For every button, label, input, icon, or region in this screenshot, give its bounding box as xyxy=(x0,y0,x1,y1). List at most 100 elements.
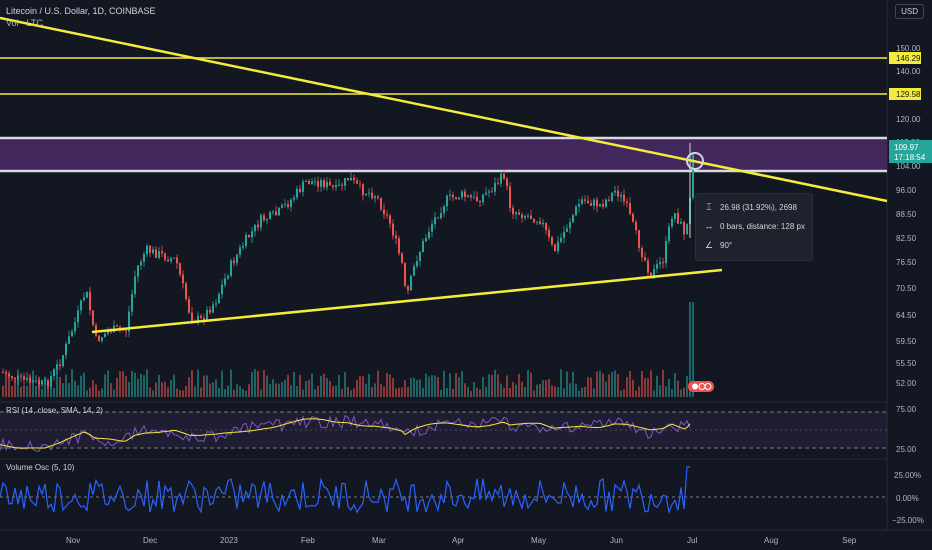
candle-body xyxy=(428,231,430,239)
volume-bar xyxy=(98,390,100,397)
volume-bar xyxy=(113,389,115,397)
candle-body xyxy=(632,213,634,222)
candle-body xyxy=(203,317,205,321)
volume-bar xyxy=(596,371,598,397)
candle-body xyxy=(314,181,316,183)
volume-bar xyxy=(116,377,118,397)
price-tick: 55.50 xyxy=(896,359,917,368)
time-tick: Dec xyxy=(143,536,157,545)
candle-body xyxy=(437,217,439,219)
candle-body xyxy=(491,191,493,193)
volume-bar xyxy=(626,377,628,397)
volume-bar xyxy=(110,383,112,397)
candle-body xyxy=(611,192,613,201)
candle-body xyxy=(419,251,421,262)
volume-bar xyxy=(200,387,202,397)
candle-body xyxy=(326,181,328,188)
volume-bar xyxy=(89,387,91,397)
volume-bar xyxy=(254,369,256,397)
candle-body xyxy=(284,204,286,206)
volume-bar xyxy=(341,388,343,397)
level-badge-146[interactable] xyxy=(889,52,921,64)
candle-body xyxy=(560,237,562,242)
currency-button[interactable]: USD xyxy=(895,4,924,19)
volume-bar xyxy=(326,378,328,397)
resistance-zone[interactable] xyxy=(0,138,887,171)
candle-body xyxy=(515,212,517,215)
volume-bar xyxy=(443,370,445,397)
candle-body xyxy=(443,206,445,214)
candle-body xyxy=(236,254,238,264)
candle-body xyxy=(479,200,481,203)
ascending-trendline[interactable] xyxy=(91,268,723,334)
level-badge-129[interactable] xyxy=(889,88,921,100)
volume-bar xyxy=(416,379,418,397)
candle-body xyxy=(167,259,169,262)
candle-body xyxy=(293,197,295,200)
candle-body xyxy=(347,178,349,181)
measure-angle: 90° xyxy=(720,241,733,250)
volume-bar xyxy=(545,380,547,397)
price-tick: 59.50 xyxy=(896,337,917,346)
price-tick: 76.50 xyxy=(896,258,917,267)
candle-body xyxy=(338,184,340,186)
volume-bar xyxy=(311,373,313,397)
candle-body xyxy=(578,203,580,207)
price-tick: 82.50 xyxy=(896,234,917,243)
volume-bar xyxy=(35,385,37,397)
volume-bar xyxy=(674,373,676,397)
time-tick: Mar xyxy=(372,536,386,545)
candle-body xyxy=(518,212,520,215)
candle-body xyxy=(494,183,496,192)
volume-bar xyxy=(692,302,694,397)
volume-bar xyxy=(677,380,679,397)
volume-bar xyxy=(503,387,505,397)
volume-bar xyxy=(107,370,109,397)
volume-bar xyxy=(287,374,289,397)
volume-bar xyxy=(602,373,604,397)
volume-bar xyxy=(392,377,394,397)
volume-bar xyxy=(539,384,541,397)
candle-body xyxy=(356,180,358,184)
descending-trendline[interactable] xyxy=(0,16,888,203)
volume-bar xyxy=(230,369,232,397)
candle-body xyxy=(572,215,574,223)
volume-bar xyxy=(515,384,517,397)
volume-bar xyxy=(257,370,259,397)
time-tick: Sep xyxy=(842,536,857,545)
volume-bar xyxy=(185,385,187,397)
symbol-title[interactable]: Litecoin / U.S. Dollar, 1D, COINBASE xyxy=(6,6,156,16)
candle-body xyxy=(620,194,622,197)
candle-body xyxy=(413,266,415,276)
volume-bar xyxy=(530,372,532,397)
rsi-sma-line xyxy=(0,418,691,449)
candle-body xyxy=(329,181,331,186)
volume-bar xyxy=(128,381,130,397)
volume-bar xyxy=(275,383,277,397)
candle-body xyxy=(275,211,277,216)
volume-bar xyxy=(536,384,538,397)
events-badge[interactable] xyxy=(688,381,714,392)
candle-body xyxy=(548,230,550,238)
candle-body xyxy=(332,185,334,188)
price-tick: 52.00 xyxy=(896,379,917,388)
candle-body xyxy=(173,257,175,259)
candle-body xyxy=(581,199,583,204)
candle-body xyxy=(59,364,61,366)
volume-osc-title[interactable]: Volume Osc (5, 10) xyxy=(6,463,75,472)
rsi-title[interactable]: RSI (14, close, SMA, 14, 2) xyxy=(6,406,103,415)
volume-bar xyxy=(350,390,352,397)
volume-bar xyxy=(542,380,544,397)
candle-body xyxy=(353,177,355,181)
last-price-badge[interactable] xyxy=(889,140,932,163)
volume-bar xyxy=(161,382,163,397)
volume-bar xyxy=(464,383,466,397)
candle-body xyxy=(221,284,223,295)
crosshair-circle[interactable] xyxy=(686,152,704,170)
candle-body xyxy=(371,192,373,199)
candle-body xyxy=(521,214,523,218)
volume-bar xyxy=(362,376,364,397)
volume-label: Vol · LTC xyxy=(6,18,43,28)
candle-body xyxy=(380,197,382,210)
